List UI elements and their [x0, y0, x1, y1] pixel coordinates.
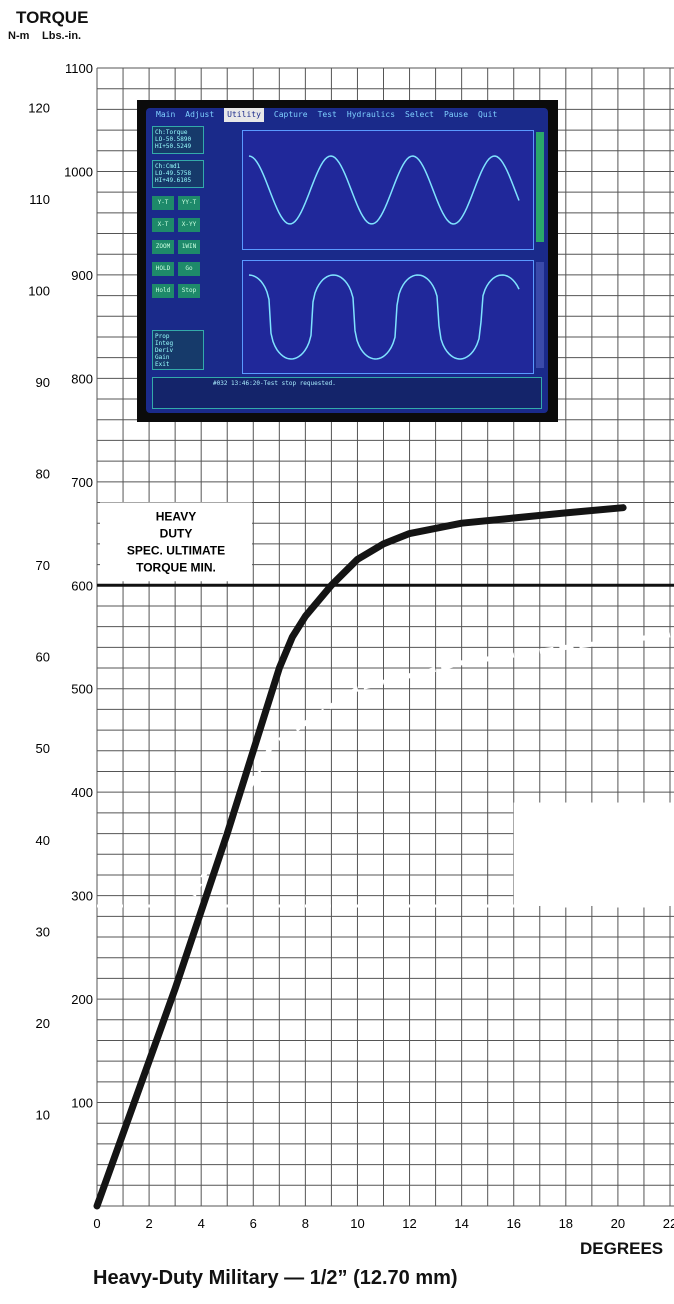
reference-line-group: HEAVY DUTY SPEC. ULTIMATE TORQUE MIN.	[97, 502, 674, 587]
torque-channel-line: LO-50.5890	[155, 136, 192, 143]
lbsin-tick-label: 400	[71, 785, 93, 800]
series-group	[93, 504, 627, 1210]
chart-caption: Heavy-Duty Military — 1/2” (12.70 mm)	[93, 1267, 458, 1289]
x-tick-label: 2	[145, 1216, 152, 1231]
reference-label-line: HEAVY	[156, 510, 196, 524]
x-tick-label: 8	[302, 1216, 309, 1231]
pid-line: Prop	[155, 333, 170, 340]
x-tick-label: 20	[611, 1216, 625, 1231]
bottom-scrollbar	[536, 262, 544, 368]
pid-line: Integ	[155, 340, 174, 347]
nm-tick-label: 10	[36, 1107, 50, 1122]
reference-label-line: TORQUE MIN.	[136, 561, 216, 575]
x-tick-label: 22	[663, 1216, 674, 1231]
pid-line: Gain	[155, 354, 170, 361]
nm-tick-label: 110	[29, 192, 50, 207]
bottom-plot-panel	[242, 260, 534, 374]
cmd-channel-line: HI+49.6105	[155, 177, 192, 184]
side-button: X-YY	[178, 218, 200, 232]
torque-channel-box: Ch:Torque LO-50.5890 HI+50.5249	[152, 126, 204, 154]
cmd-channel-line: Ch:Cmd1	[155, 163, 181, 170]
torque-curve	[93, 504, 627, 1210]
menu-item-select: Select	[405, 110, 434, 119]
nm-tick-label: 30	[36, 924, 50, 939]
side-button: X-T	[152, 218, 174, 232]
x-tick-label: 12	[402, 1216, 416, 1231]
cmd-channel-line: LO-49.5758	[155, 170, 192, 177]
menu-item-test: Test	[317, 110, 337, 119]
side-button: Stop	[178, 284, 200, 298]
lbsin-tick-label: 1100	[65, 61, 93, 76]
side-button: Go	[178, 262, 200, 276]
side-button: Hold	[152, 284, 174, 298]
test-software-screenshot: Main Adjust Utility Capture Test Hydraulics Se…	[137, 100, 558, 422]
lbsin-tick-label: 500	[71, 682, 93, 697]
side-button: Y-T	[152, 196, 174, 210]
nm-tick-label: 60	[36, 650, 50, 665]
rotate-trace	[248, 274, 520, 360]
nm-tick-label: 80	[36, 467, 50, 482]
menu-item-hydraulics: Hydraulics	[346, 110, 396, 119]
nm-tick-label: 20	[36, 1016, 50, 1031]
reference-label-box	[100, 502, 252, 582]
message-text: #032 13:46:20-Test stop requested.	[213, 380, 336, 387]
lbsin-tick-label: 800	[71, 371, 93, 386]
cmd-channel-box: Ch:Cmd1 LO-49.5758 HI+49.6105	[152, 160, 204, 188]
torque-channel-line: Ch:Torque	[155, 129, 188, 136]
lbsin-tick-label: 1000	[64, 164, 93, 179]
pid-box: Prop Integ Deriv Gain Exit	[152, 330, 204, 370]
top-scrollbar	[536, 132, 544, 242]
x-axis-title: DEGREES	[580, 1239, 664, 1258]
message-bar: #032 13:46:20-Test stop requested.	[152, 377, 542, 409]
nm-tick-label: 120	[28, 100, 50, 115]
nm-tick-label: 40	[36, 833, 50, 848]
menu-item-capture: Capture	[273, 110, 308, 119]
top-plot	[248, 155, 520, 225]
menu-item-adjust: Adjust	[185, 110, 215, 119]
y-axis-title: TORQUE	[16, 8, 89, 27]
y-units-left: N-m	[8, 30, 30, 42]
lbsin-tick-label: 200	[71, 992, 93, 1007]
x-tick-label: 6	[250, 1216, 257, 1231]
lbsin-tick-label: 700	[71, 475, 93, 490]
x-tick-label: 16	[506, 1216, 520, 1231]
x-tick-label: 0	[93, 1216, 100, 1231]
bottom-plot	[248, 274, 520, 360]
software-menu-bar: Main Adjust Utility Capture Test Hydraulics Se…	[146, 108, 548, 122]
x-tick-label: 18	[559, 1216, 573, 1231]
menu-item-pause: Pause	[443, 110, 469, 119]
white-block	[513, 802, 674, 906]
nm-tick-label: 70	[36, 558, 50, 573]
torque-trace	[248, 155, 520, 225]
top-plot-panel	[242, 130, 534, 250]
reference-label-line: DUTY	[160, 527, 193, 541]
side-button: 1WIN	[178, 240, 200, 254]
nm-tick-label: 50	[36, 741, 50, 756]
menu-item-main: Main	[156, 110, 176, 119]
nm-tick-label: 100	[28, 283, 50, 298]
menu-item-quit: Quit	[478, 110, 498, 119]
y-units-right: Lbs.-in.	[42, 30, 82, 42]
lbsin-tick-label: 900	[71, 268, 93, 283]
pid-line: Exit	[155, 361, 170, 368]
side-button: HOLD	[152, 262, 174, 276]
pid-line: Deriv	[155, 347, 174, 354]
side-button: YY-T	[178, 196, 200, 210]
lbsin-tick-label: 100	[71, 1096, 93, 1111]
faded-series-line	[277, 632, 671, 743]
side-button: ZOOM	[152, 240, 174, 254]
x-tick-label: 4	[198, 1216, 205, 1231]
x-tick-label: 14	[454, 1216, 468, 1231]
x-tick-label: 10	[350, 1216, 364, 1231]
chart-ticks: 0 2 4 6 8 10 12 14 16 18 20 22 100 200 300 400 500 600 700…	[28, 61, 674, 1231]
reference-label-line: SPEC. ULTIMATE	[127, 544, 225, 558]
lbsin-tick-label: 300	[71, 889, 93, 904]
torque-channel-line: HI+50.5249	[155, 143, 192, 150]
faded-series	[97, 632, 674, 908]
monitor-screen: Main Adjust Utility Capture Test Hydraulics Se…	[146, 108, 548, 413]
menu-item-utility: Utility	[224, 108, 264, 122]
nm-tick-label: 90	[36, 375, 50, 390]
lbsin-tick-label: 600	[71, 578, 93, 593]
